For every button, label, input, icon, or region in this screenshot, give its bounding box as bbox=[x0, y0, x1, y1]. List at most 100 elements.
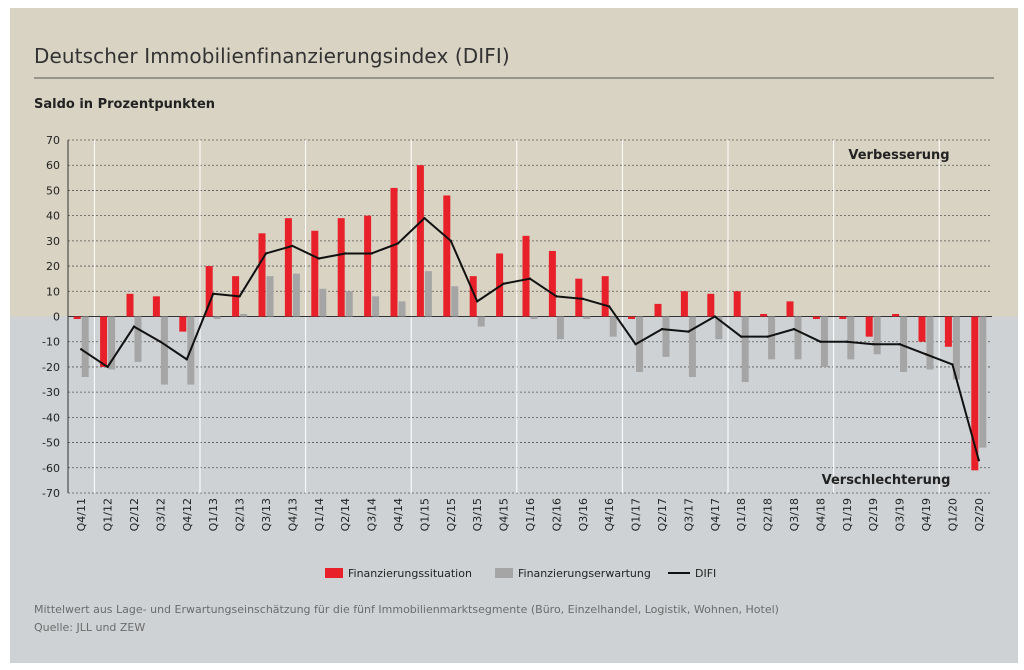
x-tick-label: Q2/17 bbox=[656, 498, 669, 531]
x-tick-label: Q1/19 bbox=[841, 498, 854, 531]
difi-point bbox=[423, 216, 426, 220]
bar-finanzierungssituation bbox=[284, 218, 292, 317]
zone-label-verbesserung: Verbesserung bbox=[848, 148, 949, 163]
bar-finanzierungssituation bbox=[126, 293, 134, 317]
y-tick-label: 30 bbox=[46, 235, 60, 248]
difi-point bbox=[159, 340, 162, 343]
y-tick-label: -60 bbox=[42, 462, 60, 475]
x-tick-label: Q1/17 bbox=[630, 498, 643, 531]
difi-point bbox=[608, 305, 611, 308]
bar-finanzierungserwartung bbox=[952, 316, 960, 380]
bar-finanzierungserwartung bbox=[583, 316, 591, 320]
bar-finanzierungserwartung bbox=[292, 273, 300, 317]
bar-finanzierungserwartung bbox=[688, 316, 696, 378]
difi-point bbox=[238, 295, 241, 298]
bar-finanzierungserwartung bbox=[609, 316, 617, 337]
legend-swatch-finanzierungserwartung bbox=[495, 568, 513, 578]
x-tick-label: Q1/15 bbox=[418, 498, 431, 531]
bar-finanzierungssituation bbox=[971, 316, 979, 471]
y-tick-label: -10 bbox=[42, 336, 60, 349]
x-tick-label: Q4/13 bbox=[286, 498, 299, 531]
difi-point bbox=[951, 363, 954, 366]
bar-finanzierungssituation bbox=[944, 316, 952, 347]
bar-finanzierungserwartung bbox=[266, 276, 274, 317]
difi-point bbox=[819, 340, 822, 343]
bar-finanzierungserwartung bbox=[108, 316, 116, 370]
bar-finanzierungserwartung bbox=[319, 288, 327, 317]
difi-point bbox=[898, 343, 901, 346]
x-tick-label: Q4/16 bbox=[603, 498, 616, 531]
difi-point bbox=[687, 330, 690, 333]
difi-point bbox=[872, 343, 875, 346]
legend-swatch-finanzierungssituation bbox=[325, 568, 343, 578]
bar-finanzierungserwartung bbox=[81, 316, 89, 378]
y-tick-label: 10 bbox=[46, 285, 60, 298]
x-tick-label: Q4/18 bbox=[814, 498, 827, 531]
difi-point bbox=[977, 459, 980, 462]
y-tick-label: -40 bbox=[42, 411, 60, 424]
difi-point bbox=[291, 244, 294, 248]
y-tick-label: 40 bbox=[46, 210, 60, 223]
bar-finanzierungserwartung bbox=[372, 296, 380, 317]
bar-finanzierungssituation bbox=[179, 316, 187, 332]
y-tick-label: 0 bbox=[53, 311, 60, 324]
difi-point bbox=[212, 292, 215, 296]
difi-point bbox=[370, 252, 373, 255]
bar-finanzierungserwartung bbox=[873, 316, 881, 355]
bar-finanzierungssituation bbox=[680, 291, 688, 317]
x-tick-label: Q1/13 bbox=[207, 498, 220, 531]
bar-finanzierungssituation bbox=[760, 313, 768, 317]
x-tick-label: Q4/12 bbox=[181, 498, 194, 531]
x-tick-label: Q1/16 bbox=[524, 498, 537, 531]
difi-point bbox=[344, 252, 347, 255]
bar-finanzierungssituation bbox=[654, 303, 662, 317]
difi-point bbox=[792, 327, 796, 331]
bar-finanzierungssituation bbox=[812, 316, 820, 320]
difi-point bbox=[660, 327, 664, 331]
bar-finanzierungssituation bbox=[443, 195, 451, 317]
legend-label-finanzierungserwartung: Finanzierungserwartung bbox=[518, 567, 651, 580]
bar-finanzierungssituation bbox=[839, 316, 847, 320]
bar-finanzierungssituation bbox=[311, 230, 319, 317]
bar-finanzierungssituation bbox=[73, 316, 81, 320]
difi-point bbox=[476, 300, 479, 303]
difi-point bbox=[502, 282, 505, 285]
x-tick-label: Q3/17 bbox=[682, 498, 695, 531]
bar-finanzierungssituation bbox=[601, 276, 609, 317]
y-tick-label: 70 bbox=[46, 134, 60, 147]
bar-finanzierungserwartung bbox=[424, 271, 432, 317]
bar-finanzierungserwartung bbox=[134, 316, 142, 362]
x-tick-label: Q3/12 bbox=[154, 498, 167, 531]
difi-point bbox=[317, 257, 320, 260]
difi-point bbox=[713, 315, 716, 318]
legend-label-finanzierungssituation: Finanzierungssituation bbox=[348, 567, 472, 580]
bar-finanzierungserwartung bbox=[794, 316, 802, 360]
y-tick-label: 20 bbox=[46, 260, 60, 273]
difi-point bbox=[264, 252, 268, 255]
y-tick-label: -50 bbox=[42, 437, 60, 450]
bar-finanzierungserwartung bbox=[240, 313, 248, 317]
x-tick-label: Q3/15 bbox=[471, 498, 484, 531]
difi-point bbox=[634, 343, 637, 346]
x-tick-label: Q3/16 bbox=[577, 498, 590, 531]
bar-finanzierungserwartung bbox=[636, 316, 644, 372]
bar-finanzierungserwartung bbox=[477, 316, 485, 327]
difi-point bbox=[396, 242, 400, 245]
bar-finanzierungssituation bbox=[100, 316, 108, 367]
bar-finanzierungserwartung bbox=[213, 316, 221, 320]
difi-point bbox=[528, 277, 532, 280]
chart-subtitle: Saldo in Prozentpunkten bbox=[34, 97, 216, 112]
y-tick-label: 60 bbox=[46, 159, 60, 172]
x-tick-label: Q3/14 bbox=[366, 498, 379, 531]
bar-finanzierungserwartung bbox=[556, 316, 564, 340]
x-tick-label: Q4/11 bbox=[75, 498, 88, 531]
bar-finanzierungssituation bbox=[152, 296, 160, 317]
bar-finanzierungserwartung bbox=[530, 316, 538, 320]
x-tick-label: Q2/19 bbox=[867, 498, 880, 531]
difi-point bbox=[80, 348, 83, 351]
y-tick-label: -70 bbox=[42, 487, 60, 500]
difi-point bbox=[740, 335, 743, 338]
bar-finanzierungssituation bbox=[786, 301, 794, 317]
